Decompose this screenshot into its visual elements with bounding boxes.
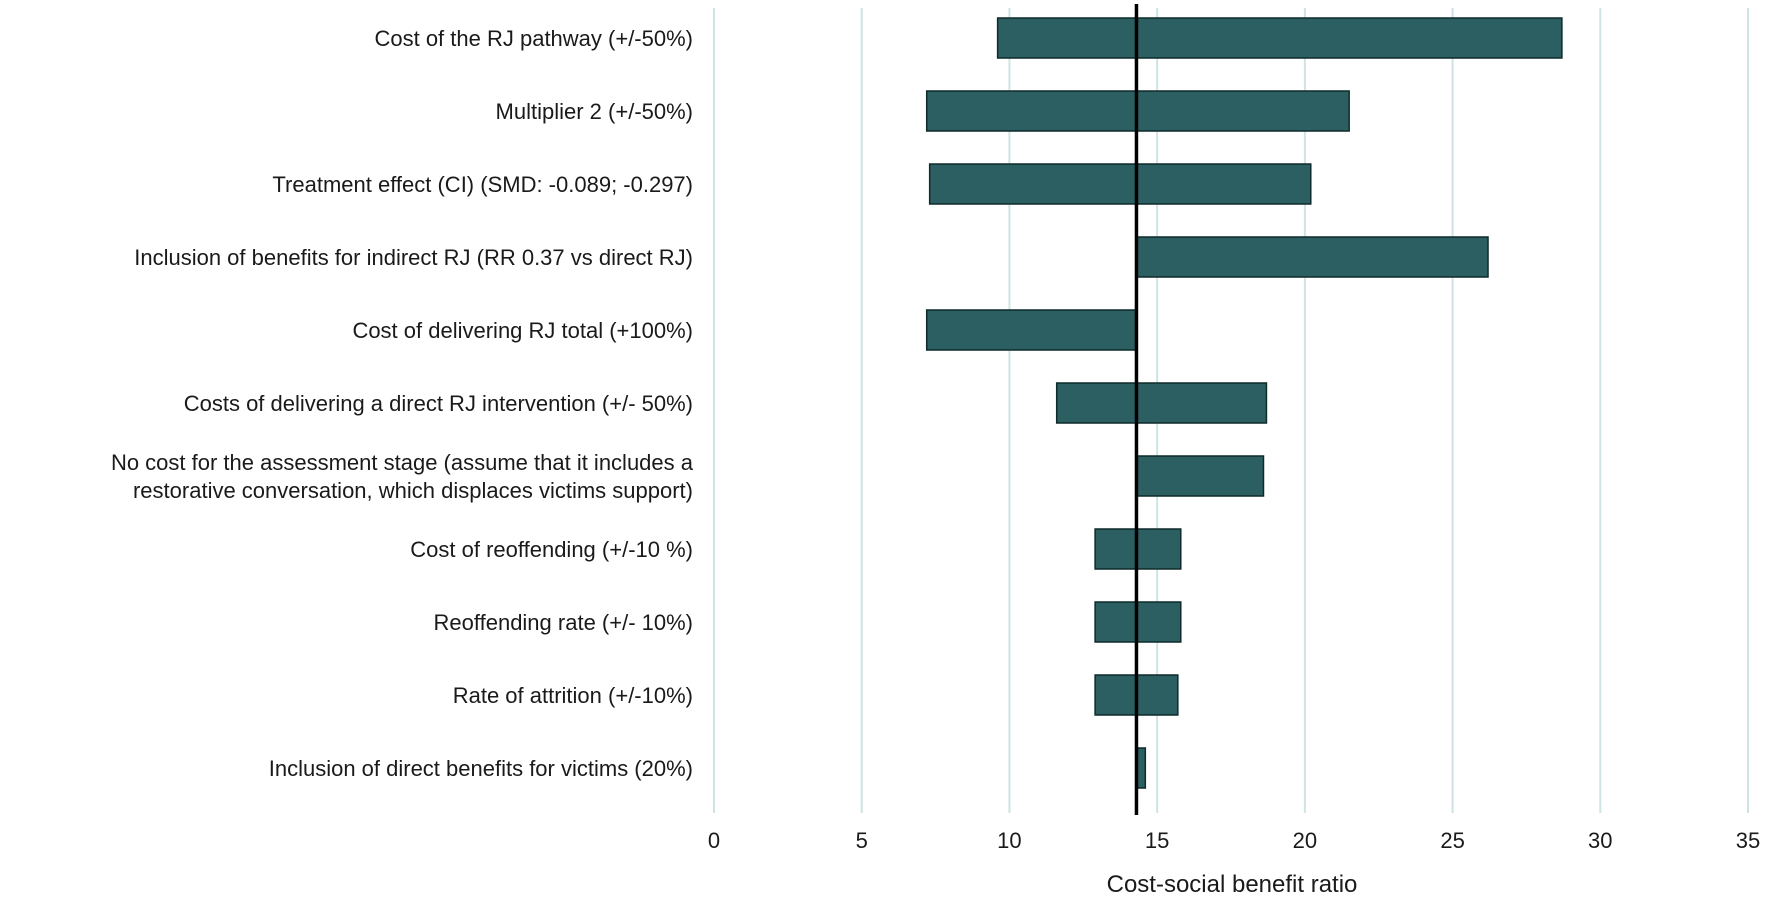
bar-high-7 xyxy=(1135,528,1182,570)
bar-low-7 xyxy=(1094,528,1138,570)
category-label-2: Treatment effect (CI) (SMD: -0.089; -0.2… xyxy=(272,172,693,197)
x-tick-label-4: 20 xyxy=(1293,828,1317,853)
bar-low-0 xyxy=(996,17,1138,59)
bar-high-3 xyxy=(1135,236,1489,278)
bar-high-2 xyxy=(1135,163,1312,205)
category-label-7: Cost of reoffending (+/-10 %) xyxy=(410,537,693,562)
category-label-6: No cost for the assessment stage (assume… xyxy=(111,450,694,503)
bar-low-9 xyxy=(1094,674,1138,716)
bar-low-1 xyxy=(925,90,1138,132)
category-label-0: Cost of the RJ pathway (+/-50%) xyxy=(374,26,693,51)
bar-low-8 xyxy=(1094,601,1138,643)
bar-high-0 xyxy=(1135,17,1563,59)
bar-high-1 xyxy=(1135,90,1350,132)
x-tick-label-0: 0 xyxy=(708,828,720,853)
x-axis-ticks: 0 5 10 15 20 25 30 35 xyxy=(708,828,1760,853)
category-labels: Cost of the RJ pathway (+/-50%) Multiplie… xyxy=(111,26,694,781)
category-label-5: Costs of delivering a direct RJ interven… xyxy=(184,391,693,416)
x-tick-label-5: 25 xyxy=(1440,828,1464,853)
bar-low-4 xyxy=(925,309,1138,351)
category-label-1: Multiplier 2 (+/-50%) xyxy=(496,99,693,124)
x-tick-label-6: 30 xyxy=(1588,828,1612,853)
bar-high-5 xyxy=(1135,382,1268,424)
bar-low-5 xyxy=(1055,382,1138,424)
category-label-6-line-1: restorative conversation, which displace… xyxy=(133,478,693,503)
category-label-8: Reoffending rate (+/- 10%) xyxy=(434,610,693,635)
category-label-4: Cost of delivering RJ total (+100%) xyxy=(352,318,693,343)
x-axis-title: Cost-social benefit ratio xyxy=(1107,871,1358,898)
category-label-10: Inclusion of direct benefits for victims… xyxy=(269,756,693,781)
x-tick-label-1: 5 xyxy=(856,828,868,853)
bar-high-6 xyxy=(1135,455,1265,497)
x-tick-label-2: 10 xyxy=(997,828,1021,853)
category-label-6-line-0: No cost for the assessment stage (assume… xyxy=(111,450,694,475)
category-label-9: Rate of attrition (+/-10%) xyxy=(453,683,693,708)
category-label-3: Inclusion of benefits for indirect RJ (R… xyxy=(134,245,693,270)
bar-low-2 xyxy=(928,163,1138,205)
x-tick-label-3: 15 xyxy=(1145,828,1169,853)
x-tick-label-7: 35 xyxy=(1736,828,1760,853)
grid-layer xyxy=(713,8,1749,813)
bars-layer xyxy=(925,17,1563,789)
bar-high-8 xyxy=(1135,601,1182,643)
bar-high-9 xyxy=(1135,674,1179,716)
